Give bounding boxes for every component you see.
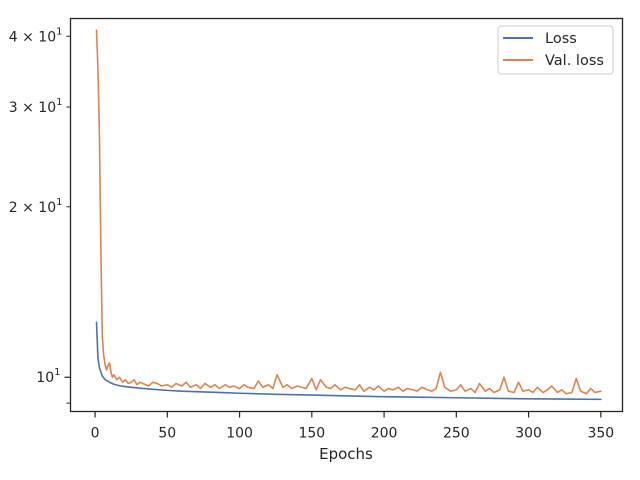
series-line-val-loss [95, 29, 602, 395]
y-tick-label: 101 [36, 367, 60, 386]
x-tick-label: 50 [158, 426, 176, 442]
x-axis-label: Epochs [319, 445, 373, 463]
x-tick-label: 0 [91, 426, 100, 442]
legend-label-loss: Loss [545, 31, 577, 47]
legend: Loss Val. loss [497, 25, 614, 75]
x-tick-label: 200 [371, 426, 398, 442]
x-tick-label: 350 [587, 426, 614, 442]
axes-frame [69, 17, 624, 413]
x-tick-label: 150 [298, 426, 325, 442]
x-tick-label: 300 [515, 426, 542, 442]
x-tick-label: 100 [226, 426, 253, 442]
plot-area [95, 29, 602, 401]
y-tick-label: 2 × 101 [9, 197, 63, 216]
y-tick-label: 4 × 101 [9, 26, 63, 45]
x-tick-label: 250 [443, 426, 470, 442]
y-tick-label: 3 × 101 [9, 97, 63, 116]
series-line-loss [95, 321, 602, 401]
legend-label-val-loss: Val. loss [545, 53, 604, 69]
ticks: 0 50 100 150 200 250 300 350 101 2 × 101 3 × 101 4 … [9, 26, 614, 441]
